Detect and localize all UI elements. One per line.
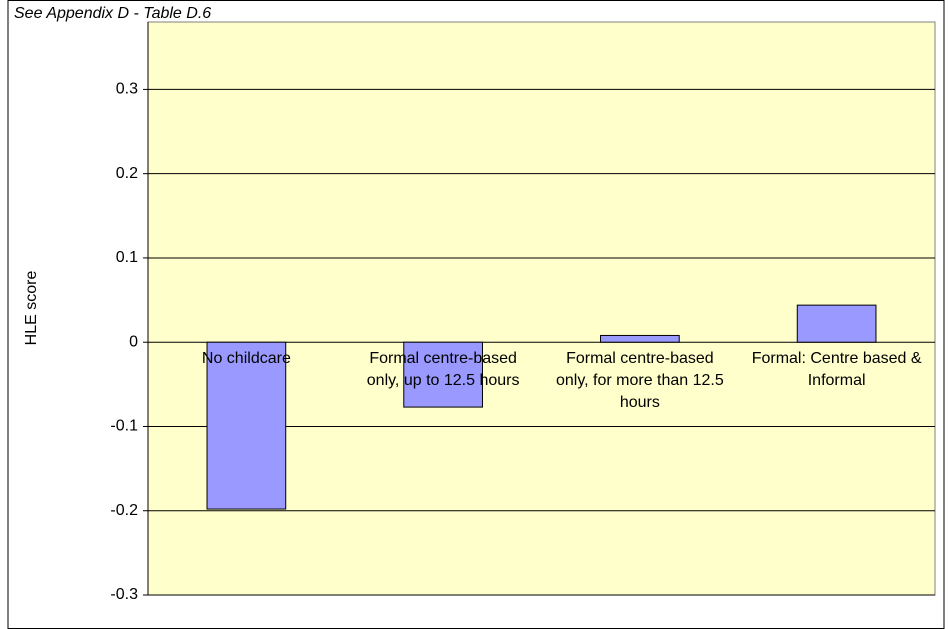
bar: [600, 334, 680, 343]
y-tick-label: 0.2: [116, 165, 138, 182]
y-axis-label: HLE score: [23, 271, 40, 346]
y-tick-label: -0.1: [110, 418, 138, 435]
x-tick-label: Formal centre-based only, up to 12.5 hou…: [366, 350, 520, 390]
bar: [206, 341, 287, 510]
y-tick-label: -0.2: [110, 502, 138, 519]
bar: [403, 341, 483, 408]
x-tick-label: No childcare: [201, 350, 291, 368]
y-tick-label: -0.3: [110, 586, 138, 603]
x-tick-label: Formal: Centre based & Informal: [751, 350, 922, 390]
x-tick-label: Formal centre-based only, for more than …: [555, 350, 724, 412]
bar: [796, 304, 877, 343]
y-tick-label: 0.1: [116, 249, 138, 266]
y-tick-label: 0: [129, 333, 138, 350]
note: See Appendix D - Table D.6: [14, 5, 211, 22]
y-tick-label: 0.3: [116, 81, 138, 98]
